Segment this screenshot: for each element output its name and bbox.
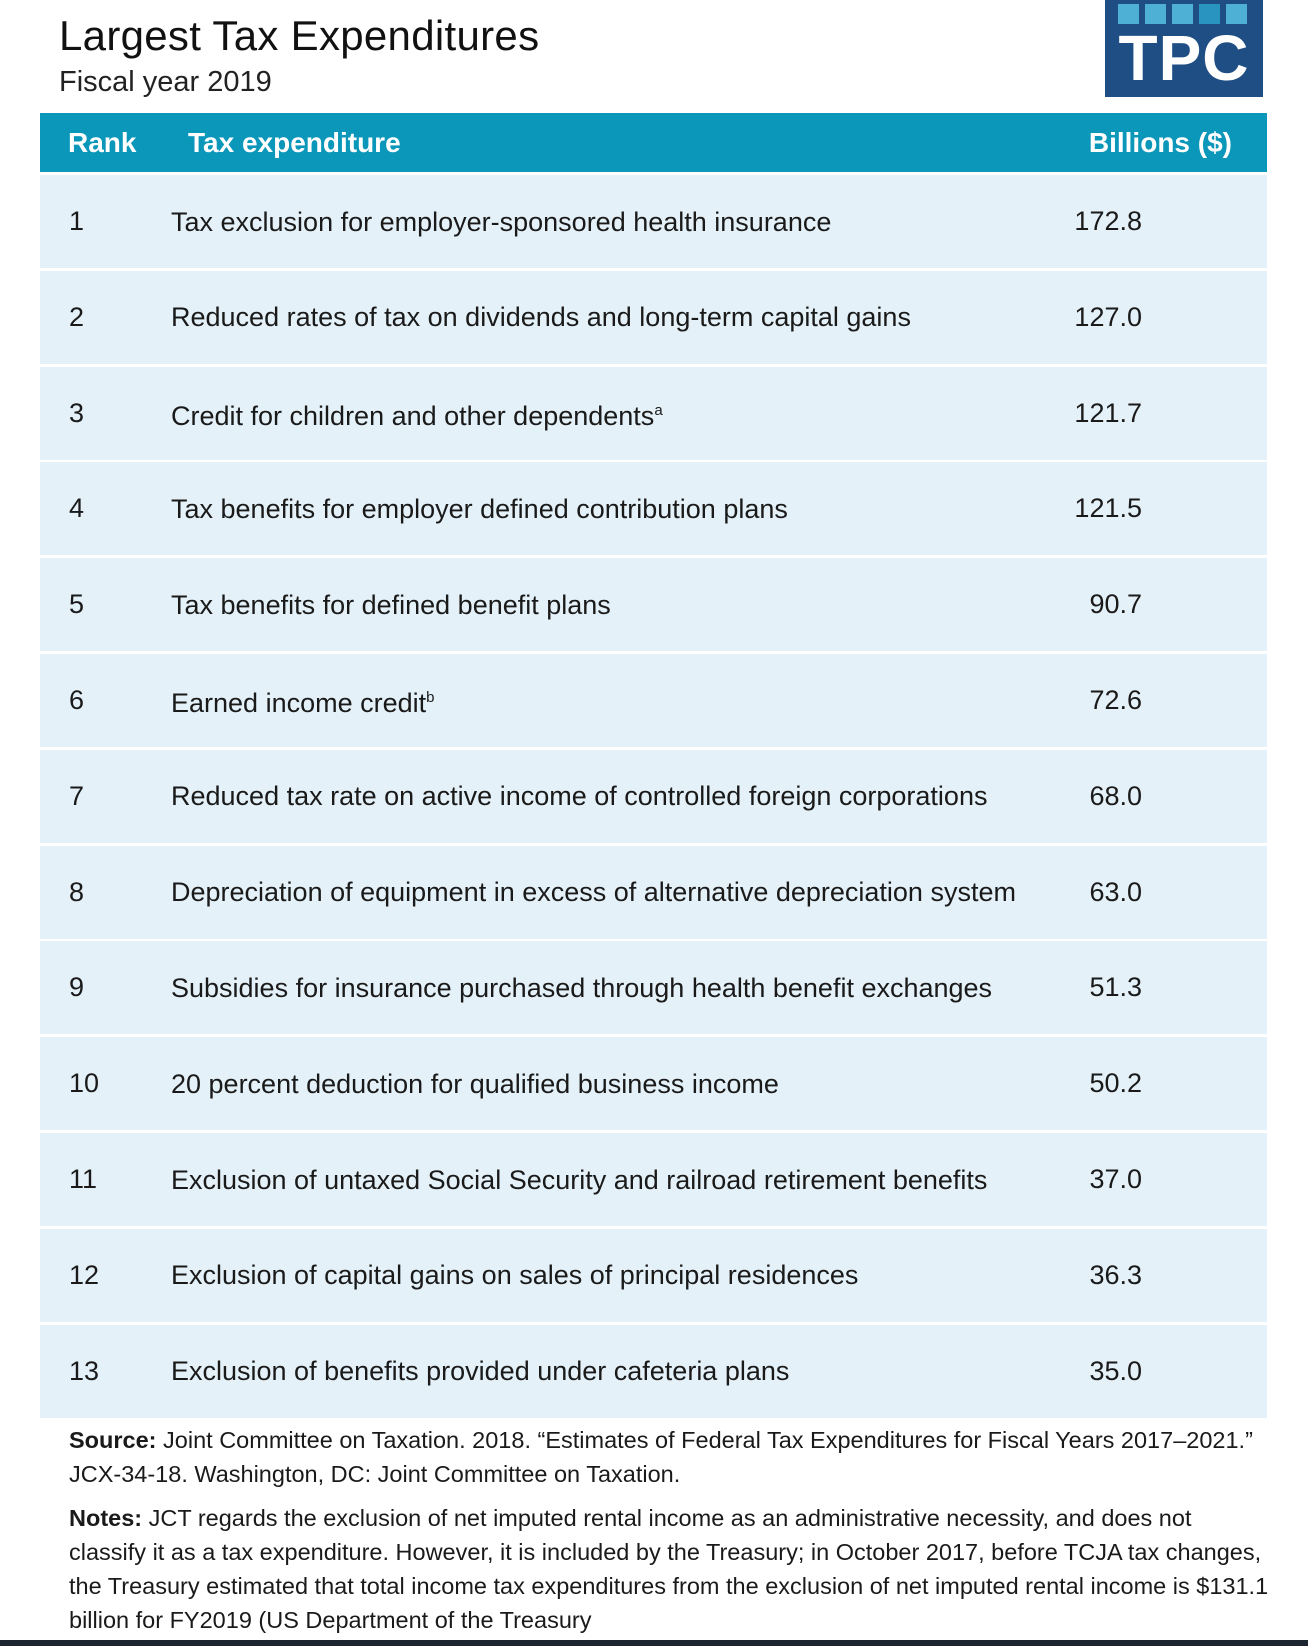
table-row: 8 Depreciation of equipment in excess of …: [40, 845, 1267, 939]
notes-text: JCT regards the exclusion of net imputed…: [69, 1505, 1269, 1633]
expenditure-cell: Earned income creditb: [171, 654, 1051, 747]
logo-square: [1145, 4, 1166, 24]
value-cell: 51.3: [1089, 972, 1142, 1003]
table-row: 6 Earned income creditb 72.6: [40, 654, 1267, 747]
rank-cell: 12: [69, 1259, 100, 1290]
table-row: 2 Reduced rates of tax on dividends and l…: [40, 270, 1267, 364]
expenditure-text: Tax exclusion for employer-sponsored hea…: [171, 206, 832, 237]
rank-cell: 6: [69, 685, 85, 715]
value-cell: 127.0: [1074, 301, 1142, 332]
table-row: 3 Credit for children and other dependent…: [40, 366, 1267, 460]
page-title: Largest Tax Expenditures: [59, 12, 540, 59]
expenditure-cell: Subsidies for insurance purchased throug…: [171, 941, 1051, 1034]
table-header: Rank Tax expenditure Billions ($): [40, 113, 1267, 172]
table-row: 10 20 percent deduction for qualified bus…: [40, 1037, 1267, 1131]
table-row: 4 Tax benefits for employer defined contr…: [40, 462, 1267, 556]
bottom-bar: [0, 1640, 1308, 1646]
table-row: 11 Exclusion of untaxed Social Security a…: [40, 1133, 1267, 1226]
expenditure-text: Subsidies for insurance purchased throug…: [171, 972, 993, 1003]
value-cell: 36.3: [1089, 1259, 1142, 1290]
expenditure-text: Exclusion of capital gains on sales of p…: [171, 1260, 859, 1291]
table-row: 7 Reduced tax rate on active income of co…: [40, 749, 1267, 843]
table-row: 12 Exclusion of capital gains on sales of…: [40, 1228, 1267, 1322]
expenditure-cell: Tax exclusion for employer-sponsored hea…: [171, 175, 1051, 268]
expenditure-text: Depreciation of equipment in excess of a…: [171, 877, 1016, 908]
column-header-expenditure: Tax expenditure: [188, 127, 401, 158]
table-row: 1 Tax exclusion for employer-sponsored he…: [40, 175, 1267, 268]
rank-cell: 8: [69, 876, 85, 907]
column-header-rank: Rank: [68, 127, 137, 158]
tpc-logo: TPC: [1105, 0, 1263, 97]
rank-cell: 10: [69, 1068, 100, 1099]
rank-cell: 7: [69, 780, 85, 811]
value-cell: 63.0: [1089, 876, 1142, 907]
logo-square: [1226, 4, 1247, 24]
expenditure-cell: Credit for children and other dependents…: [171, 367, 1051, 460]
table-row: 9 Subsidies for insurance purchased throu…: [40, 941, 1267, 1035]
rank-cell: 13: [69, 1355, 100, 1386]
expenditure-cell: Tax benefits for employer defined contri…: [171, 462, 1051, 555]
column-header-value: Billions ($): [1088, 127, 1232, 158]
page-subtitle: Fiscal year 2019: [59, 66, 272, 98]
expenditure-text: Tax benefits for employer defined contri…: [171, 493, 788, 524]
rank-cell: 2: [69, 301, 85, 332]
expenditure-cell: Exclusion of benefits provided under caf…: [171, 1325, 1051, 1418]
value-cell: 68.0: [1089, 780, 1142, 811]
expenditure-cell: Exclusion of capital gains on sales of p…: [171, 1229, 1051, 1322]
expenditure-cell: Depreciation of equipment in excess of a…: [171, 846, 1051, 939]
value-cell: 121.5: [1074, 493, 1142, 524]
rank-cell: 5: [69, 589, 85, 620]
value-cell: 121.7: [1074, 397, 1142, 428]
expenditure-text: Reduced tax rate on active income of con…: [171, 781, 988, 812]
expenditure-cell: Reduced rates of tax on dividends and lo…: [171, 271, 1051, 364]
expenditure-text: Tax benefits for defined benefit plans: [171, 589, 611, 620]
expenditure-text: Earned income credit: [171, 688, 427, 718]
table-row: 5 Tax benefits for defined benefit plans 9…: [40, 558, 1267, 652]
expenditure-text: Reduced rates of tax on dividends and lo…: [171, 302, 911, 333]
expenditure-cell: Exclusion of untaxed Social Security and…: [171, 1133, 1051, 1226]
value-cell: 172.8: [1074, 206, 1142, 236]
rank-cell: 4: [69, 493, 85, 524]
rank-cell: 1: [69, 206, 85, 236]
value-cell: 37.0: [1089, 1164, 1142, 1194]
value-cell: 72.6: [1089, 685, 1142, 715]
rank-cell: 9: [69, 972, 85, 1003]
value-cell: 35.0: [1089, 1355, 1142, 1386]
table-row: 13 Exclusion of benefits provided under c…: [40, 1324, 1267, 1418]
expenditure-text: Exclusion of benefits provided under caf…: [171, 1356, 790, 1387]
logo-text: TPC: [1118, 22, 1250, 94]
source-label: Source:: [69, 1427, 157, 1453]
rank-cell: 11: [69, 1164, 98, 1194]
expenditure-text: Credit for children and other dependents: [171, 400, 655, 431]
notes: Notes: JCT regards the exclusion of net …: [69, 1501, 1269, 1637]
footnote-marker: a: [654, 401, 663, 419]
logo-square: [1118, 4, 1139, 24]
logo-square: [1199, 4, 1220, 24]
expenditure-cell: Reduced tax rate on active income of con…: [171, 750, 1051, 843]
source-note: Source: Joint Committee on Taxation. 201…: [69, 1423, 1269, 1491]
expenditure-text: 20 percent deduction for qualified busin…: [171, 1068, 779, 1099]
expenditure-cell: Tax benefits for defined benefit plans: [171, 558, 1051, 651]
logo-square: [1172, 4, 1193, 24]
expenditure-text: Exclusion of untaxed Social Security and…: [171, 1164, 988, 1195]
rank-cell: 3: [69, 397, 85, 428]
footnote-marker: b: [426, 689, 435, 706]
notes-label: Notes:: [69, 1505, 143, 1531]
source-text: Joint Committee on Taxation. 2018. “Esti…: [69, 1427, 1253, 1487]
value-cell: 90.7: [1089, 589, 1142, 620]
value-cell: 50.2: [1089, 1068, 1142, 1099]
expenditure-cell: 20 percent deduction for qualified busin…: [171, 1037, 1051, 1130]
